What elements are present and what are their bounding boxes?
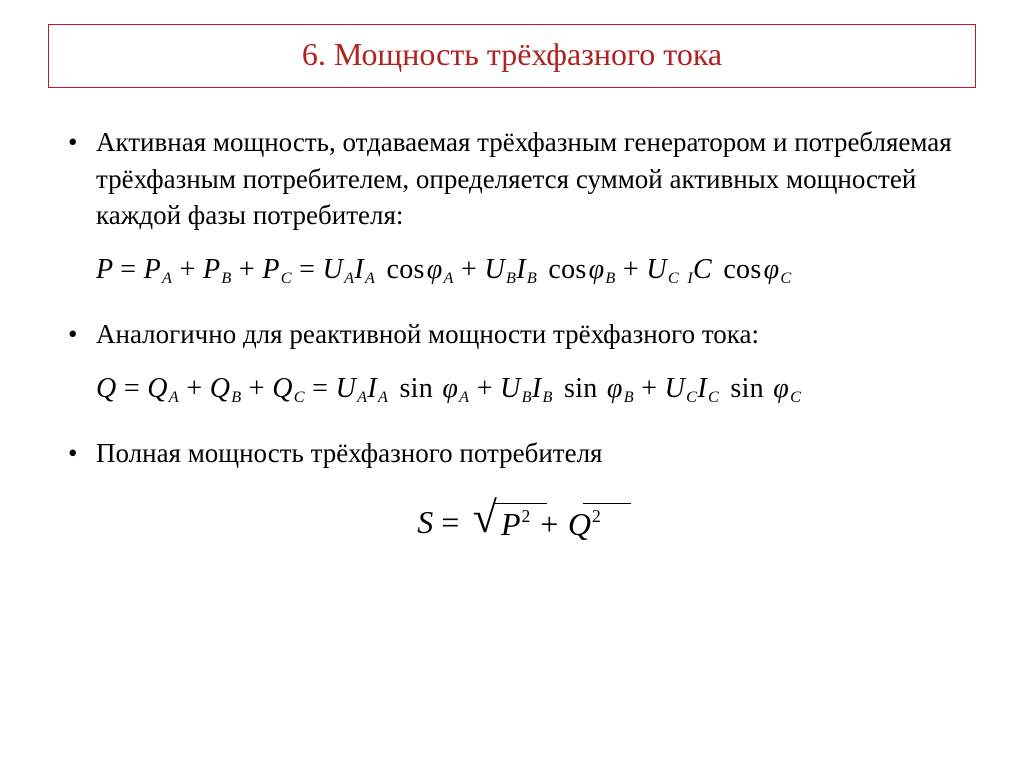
body-list-3: Полная мощность трёхфазного потребителя xyxy=(40,435,984,471)
radical-icon: √ xyxy=(473,500,497,536)
bullet-reactive-power: Аналогично для реактивной мощности трёхф… xyxy=(68,316,980,352)
title-box: 6. Мощность трёхфазного тока xyxy=(48,24,976,88)
slide: 6. Мощность трёхфазного тока Активная мо… xyxy=(0,0,1024,767)
bullet-apparent-power: Полная мощность трёхфазного потребителя xyxy=(68,435,980,471)
bullet-active-power: Активная мощность, отдаваемая трёхфазным… xyxy=(68,124,980,233)
formula-active-power: P = PA + PB + PC = UAIA cosφA + UBIB cos… xyxy=(96,254,984,289)
formula-apparent-power: S = √ P2 + Q2 xyxy=(40,500,984,545)
body-list-2: Аналогично для реактивной мощности трёхф… xyxy=(40,316,984,352)
vinculum-1 xyxy=(495,503,547,505)
slide-title: 6. Мощность трёхфазного тока xyxy=(302,36,722,72)
vinculum-2 xyxy=(583,503,631,505)
body-list: Активная мощность, отдаваемая трёхфазным… xyxy=(40,124,984,233)
formula-reactive-power: Q = QA + QB + QC = UAIA sin φA + UBIB si… xyxy=(96,373,984,408)
